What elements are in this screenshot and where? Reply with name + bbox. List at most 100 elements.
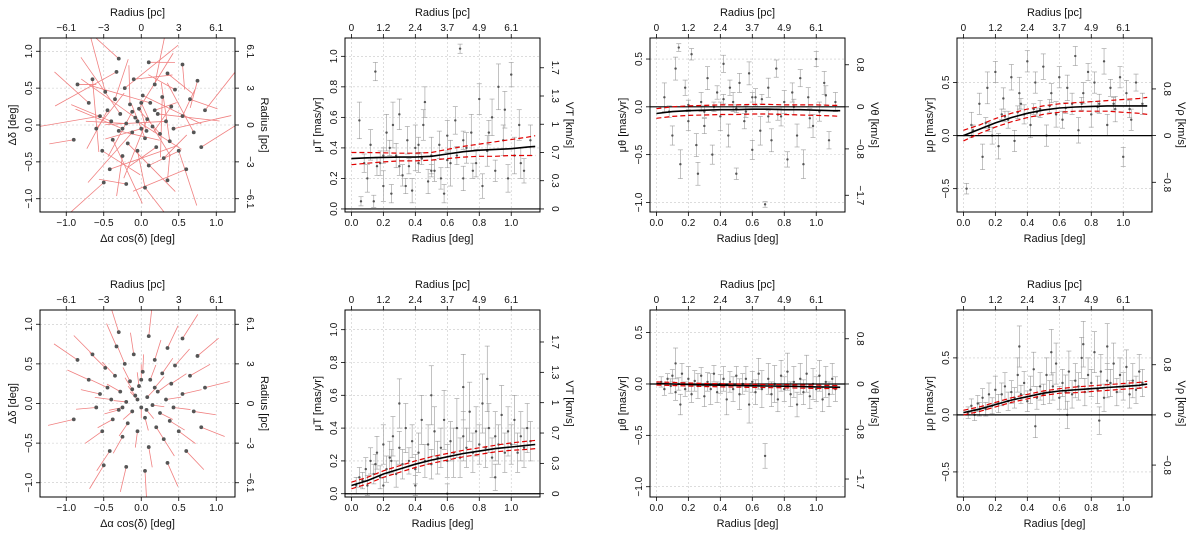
- data-point: [1086, 373, 1090, 377]
- data-point: [965, 187, 968, 190]
- motion-vector: [97, 418, 113, 429]
- x-tick-label: 0.0: [649, 218, 663, 229]
- right-axis-label: Vρ [km/s]: [1175, 381, 1187, 427]
- data-point: [1080, 356, 1083, 360]
- y-tick-label: 1.0: [329, 322, 340, 336]
- motion-vector: [94, 396, 112, 400]
- motion-vector: [136, 372, 140, 387]
- data-point: [417, 161, 420, 165]
- motion-vector: [167, 325, 179, 349]
- data-point: [420, 418, 423, 422]
- data-point: [481, 184, 484, 188]
- top-tick-label: 3.7: [440, 23, 454, 34]
- motion-vector: [137, 150, 146, 188]
- data-point: [414, 467, 417, 471]
- top-tick-label: 3.7: [1052, 295, 1066, 306]
- right-tick-label: 1: [549, 121, 560, 127]
- data-point: [1016, 373, 1019, 377]
- motion-vector: [119, 466, 127, 493]
- motion-vector: [174, 348, 190, 366]
- y-tick-label: 0.0: [941, 128, 952, 142]
- data-point: [795, 403, 799, 406]
- right-tick-label: 0.8: [854, 332, 865, 346]
- data-point: [478, 443, 481, 446]
- data-point: [500, 413, 503, 417]
- x-tick-label: 0.2: [376, 503, 390, 514]
- data-point: [359, 200, 363, 203]
- top-tick-label: 0: [654, 23, 660, 34]
- data-point: [970, 404, 973, 407]
- data-point: [1002, 97, 1005, 100]
- data-point: [802, 162, 805, 166]
- right-tick-label: 0.8: [854, 58, 865, 72]
- star-point: [114, 344, 119, 349]
- star-point: [152, 108, 157, 113]
- motion-vector: [144, 187, 165, 212]
- data-point: [1086, 70, 1090, 74]
- data-point: [1022, 381, 1026, 385]
- data-point: [455, 154, 459, 157]
- motion-vector: [124, 377, 133, 390]
- motion-vector: [144, 417, 149, 431]
- y-tick-label: 0.0: [634, 99, 645, 113]
- star-point: [148, 377, 153, 382]
- star-point: [164, 397, 168, 402]
- fit-line: [963, 105, 1148, 137]
- data-point: [439, 446, 443, 449]
- y-tick-label: 1.0: [24, 44, 35, 58]
- data-point: [1032, 368, 1035, 371]
- data-point: [738, 393, 741, 396]
- data-point: [824, 94, 828, 97]
- top-tick-label: 2.4: [1020, 295, 1034, 306]
- motion-vector: [108, 407, 123, 411]
- data-point: [791, 91, 794, 94]
- data-point: [1128, 107, 1131, 111]
- star-point: [173, 87, 177, 92]
- star-point: [176, 429, 181, 434]
- data-point: [786, 370, 789, 373]
- x-axis-label: Radius [deg]: [717, 233, 779, 245]
- panel-frame: [344, 309, 541, 498]
- data-point: [706, 76, 709, 80]
- motion-vector: [130, 332, 135, 355]
- data-point: [712, 372, 716, 375]
- star-point: [120, 154, 125, 158]
- data-point: [834, 100, 837, 104]
- data-point: [388, 456, 391, 459]
- motion-vector: [134, 431, 138, 448]
- star-point: [152, 358, 157, 362]
- star-point: [169, 104, 174, 109]
- star-point: [116, 56, 121, 61]
- star-point: [114, 70, 119, 74]
- data-point: [731, 387, 735, 391]
- data-point: [783, 100, 786, 104]
- right-axis-label: Vθ [km/s]: [868, 381, 880, 427]
- y-tick-label: 0.6: [329, 110, 340, 124]
- fit-line: [656, 382, 841, 389]
- motion-vector: [178, 150, 198, 206]
- star-point: [176, 148, 181, 153]
- right-axis-label: VT [km/s]: [563, 102, 575, 148]
- motion-vector: [96, 450, 111, 471]
- data-point: [1042, 65, 1045, 68]
- top-tick-label: −3: [98, 295, 110, 306]
- data-point: [687, 119, 690, 123]
- star-point: [199, 425, 204, 430]
- x-tick-label: 1.0: [209, 218, 223, 229]
- motion-vector: [153, 106, 172, 133]
- band-lower-line: [656, 113, 841, 119]
- data-point: [438, 143, 441, 147]
- star-point: [180, 114, 185, 119]
- right-tick-label: 3: [244, 85, 255, 91]
- data-point: [703, 395, 706, 398]
- data-point: [1106, 345, 1109, 348]
- data-point: [1054, 362, 1058, 365]
- plot-area: [650, 310, 845, 497]
- data-point: [487, 131, 491, 134]
- star-point: [139, 100, 144, 105]
- data-point: [743, 119, 746, 123]
- y-axis-label: μρ [mas/yr]: [924, 376, 936, 431]
- motion-vector: [173, 115, 232, 130]
- top-axis-label: Radius [pc]: [1027, 7, 1082, 19]
- data-point: [786, 158, 789, 161]
